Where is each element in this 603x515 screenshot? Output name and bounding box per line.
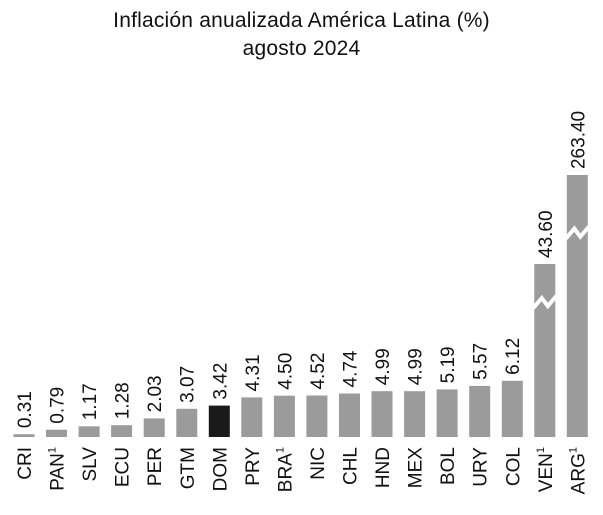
category-label-nic: NIC [308, 447, 329, 480]
value-label-chl: 4.74 [341, 350, 362, 387]
bar-bra [273, 395, 295, 437]
bar-gtm [176, 408, 198, 437]
axis-break-arg [564, 225, 591, 240]
value-label-ecu: 1.28 [113, 382, 134, 419]
bar-hnd [371, 391, 393, 437]
bar-arg [566, 175, 588, 437]
value-label-nic: 4.52 [308, 353, 329, 390]
value-label-dom: 3.42 [210, 363, 231, 400]
bar-pan [46, 429, 67, 437]
category-label-arg: ARG1 [567, 447, 589, 494]
category-label-bol: BOL [438, 447, 459, 485]
bar-per [143, 418, 165, 437]
value-label-slv: 1.17 [80, 383, 101, 420]
value-label-arg: 263.40 [568, 111, 589, 169]
value-label-mex: 4.99 [406, 348, 427, 385]
category-label-ven: VEN1 [535, 447, 557, 492]
bar-ury [469, 385, 491, 437]
value-label-pan: 0.79 [48, 387, 69, 424]
category-label-hnd: HND [373, 447, 394, 488]
category-label-ecu: ECU [113, 447, 134, 487]
category-label-slv: SLV [80, 447, 101, 482]
bar-bol [436, 389, 458, 437]
bar-chl [339, 393, 360, 437]
value-label-pry: 4.31 [243, 354, 264, 391]
bar-ecu [111, 425, 133, 437]
value-label-ury: 5.57 [471, 343, 492, 380]
category-label-chl: CHL [341, 447, 362, 485]
category-label-per: PER [145, 447, 166, 486]
chart-title: Inflación anualizada América Latina (%) [113, 9, 490, 32]
bar-dom [208, 405, 230, 437]
value-label-col: 6.12 [503, 338, 524, 375]
category-label-pan: PAN1 [47, 447, 69, 491]
bar-slv [78, 426, 100, 437]
bar-nic [306, 395, 328, 437]
category-label-dom: DOM [210, 447, 231, 491]
bar-cri [13, 434, 35, 437]
value-label-bra: 4.50 [275, 353, 296, 390]
category-label-gtm: GTM [178, 447, 199, 489]
value-label-bol: 5.19 [438, 346, 459, 383]
category-label-mex: MEX [406, 447, 427, 489]
value-label-gtm: 3.07 [178, 366, 199, 403]
value-label-cri: 0.31 [15, 391, 36, 428]
category-label-col: COL [503, 447, 524, 486]
category-label-pry: PRY [243, 447, 264, 486]
chart-subtitle: agosto 2024 [242, 37, 361, 60]
category-label-cri: CRI [15, 447, 36, 480]
bar-pry [241, 397, 263, 437]
bar-mex [404, 391, 426, 437]
category-label-ury: URY [471, 447, 492, 487]
bar-col [501, 380, 523, 437]
value-label-hnd: 4.99 [373, 348, 394, 385]
value-label-ven: 43.60 [536, 210, 557, 258]
value-label-per: 2.03 [145, 375, 166, 412]
category-label-bra: BRA1 [274, 447, 296, 492]
axis-break-ven [531, 294, 558, 310]
bar-ven [534, 264, 556, 437]
